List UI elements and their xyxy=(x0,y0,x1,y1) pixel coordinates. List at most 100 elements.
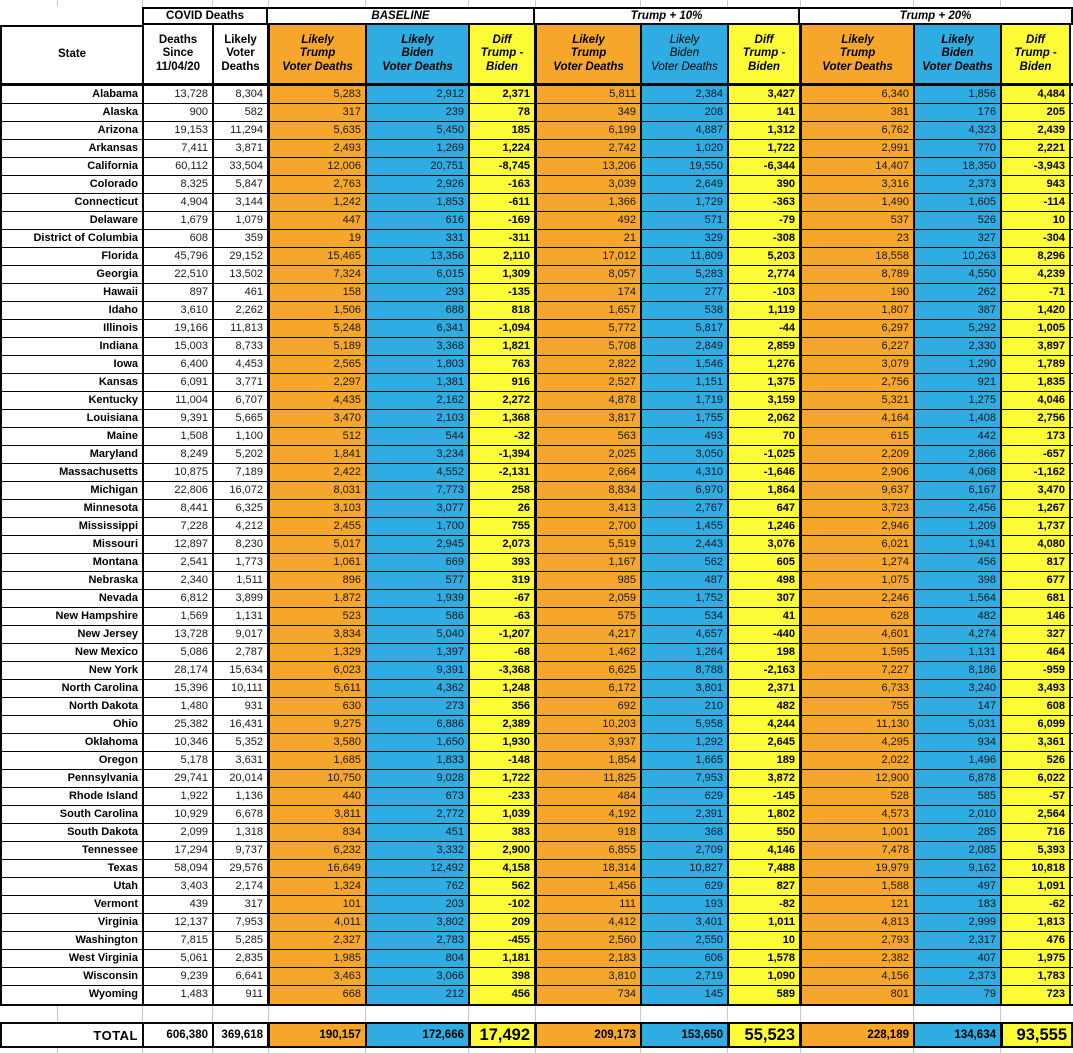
cell-plus20-trump-deaths[interactable]: 121 xyxy=(802,896,915,913)
cell-state[interactable]: District of Columbia xyxy=(2,230,144,247)
cell-baseline-trump-deaths[interactable]: 896 xyxy=(270,572,367,589)
cell-plus20-trump-deaths[interactable]: 1,595 xyxy=(802,644,915,661)
cell-baseline-trump-deaths[interactable]: 1,685 xyxy=(270,752,367,769)
cell-plus10-biden-deaths[interactable]: 1,719 xyxy=(642,392,729,409)
cell-baseline-biden-deaths[interactable]: 2,783 xyxy=(367,932,470,949)
cell-plus10-diff[interactable]: 2,371 xyxy=(729,680,802,697)
cell-likely-voter-deaths[interactable]: 5,847 xyxy=(214,176,270,193)
cell-plus20-trump-deaths[interactable]: 11,130 xyxy=(802,716,915,733)
cell-plus20-biden-deaths[interactable]: 2,999 xyxy=(915,914,1002,931)
cell-baseline-diff[interactable]: -611 xyxy=(470,194,537,211)
cell-deaths-since[interactable]: 5,061 xyxy=(144,950,214,967)
cell-plus10-diff[interactable]: 3,159 xyxy=(729,392,802,409)
cell-plus20-diff[interactable]: -71 xyxy=(1002,284,1071,301)
cell-plus10-trump-deaths[interactable]: 1,366 xyxy=(537,194,642,211)
cell-plus20-trump-deaths[interactable]: 6,297 xyxy=(802,320,915,337)
cell-plus10-diff[interactable]: 2,859 xyxy=(729,338,802,355)
cell-baseline-diff[interactable]: 456 xyxy=(470,986,537,1004)
header-plus10-diff[interactable]: Diff Trump - Biden xyxy=(729,25,802,83)
cell-plus10-trump-deaths[interactable]: 3,937 xyxy=(537,734,642,751)
cell-state[interactable]: Kentucky xyxy=(2,392,144,409)
cell-plus20-trump-deaths[interactable]: 2,382 xyxy=(802,950,915,967)
cell-likely-voter-deaths[interactable]: 6,678 xyxy=(214,806,270,823)
cell-baseline-trump-deaths[interactable]: 440 xyxy=(270,788,367,805)
cell-deaths-since[interactable]: 2,541 xyxy=(144,554,214,571)
total-deaths-since[interactable]: 606,380 xyxy=(144,1024,214,1046)
cell-deaths-since[interactable]: 10,929 xyxy=(144,806,214,823)
cell-plus20-diff[interactable]: 8,296 xyxy=(1002,248,1071,265)
cell-state[interactable]: Washington xyxy=(2,932,144,949)
cell-baseline-biden-deaths[interactable]: 2,912 xyxy=(367,86,470,103)
cell-likely-voter-deaths[interactable]: 16,072 xyxy=(214,482,270,499)
cell-state[interactable]: Michigan xyxy=(2,482,144,499)
cell-state[interactable]: Arizona xyxy=(2,122,144,139)
cell-deaths-since[interactable]: 9,391 xyxy=(144,410,214,427)
cell-likely-voter-deaths[interactable]: 5,665 xyxy=(214,410,270,427)
cell-baseline-biden-deaths[interactable]: 1,269 xyxy=(367,140,470,157)
cell-likely-voter-deaths[interactable]: 317 xyxy=(214,896,270,913)
cell-plus20-biden-deaths[interactable]: 387 xyxy=(915,302,1002,319)
cell-plus20-diff[interactable]: 1,091 xyxy=(1002,878,1071,895)
cell-baseline-trump-deaths[interactable]: 2,493 xyxy=(270,140,367,157)
cell-plus10-diff[interactable]: 198 xyxy=(729,644,802,661)
cell-baseline-diff[interactable]: 2,272 xyxy=(470,392,537,409)
cell-plus20-diff[interactable]: 5,393 xyxy=(1002,842,1071,859)
cell-plus20-diff[interactable]: 10,818 xyxy=(1002,860,1071,877)
cell-deaths-since[interactable]: 60,112 xyxy=(144,158,214,175)
total-plus20-trump[interactable]: 228,189 xyxy=(802,1024,915,1046)
cell-state[interactable]: Alabama xyxy=(2,86,144,103)
cell-baseline-diff[interactable]: 185 xyxy=(470,122,537,139)
cell-plus20-biden-deaths[interactable]: 482 xyxy=(915,608,1002,625)
cell-plus10-trump-deaths[interactable]: 18,314 xyxy=(537,860,642,877)
cell-plus20-trump-deaths[interactable]: 19,979 xyxy=(802,860,915,877)
cell-baseline-diff[interactable]: -233 xyxy=(470,788,537,805)
cell-likely-voter-deaths[interactable]: 359 xyxy=(214,230,270,247)
cell-baseline-trump-deaths[interactable]: 2,422 xyxy=(270,464,367,481)
cell-baseline-biden-deaths[interactable]: 1,939 xyxy=(367,590,470,607)
cell-plus20-biden-deaths[interactable]: 327 xyxy=(915,230,1002,247)
cell-plus10-diff[interactable]: 482 xyxy=(729,698,802,715)
cell-plus10-biden-deaths[interactable]: 2,443 xyxy=(642,536,729,553)
cell-baseline-biden-deaths[interactable]: 6,341 xyxy=(367,320,470,337)
cell-deaths-since[interactable]: 4,904 xyxy=(144,194,214,211)
cell-baseline-trump-deaths[interactable]: 512 xyxy=(270,428,367,445)
cell-plus10-biden-deaths[interactable]: 210 xyxy=(642,698,729,715)
cell-plus20-trump-deaths[interactable]: 6,733 xyxy=(802,680,915,697)
cell-state[interactable]: North Carolina xyxy=(2,680,144,697)
cell-deaths-since[interactable]: 13,728 xyxy=(144,86,214,103)
cell-baseline-biden-deaths[interactable]: 293 xyxy=(367,284,470,301)
cell-state[interactable]: Indiana xyxy=(2,338,144,355)
cell-baseline-trump-deaths[interactable]: 668 xyxy=(270,986,367,1004)
cell-plus10-trump-deaths[interactable]: 349 xyxy=(537,104,642,121)
cell-plus20-diff[interactable]: -57 xyxy=(1002,788,1071,805)
cell-likely-voter-deaths[interactable]: 29,576 xyxy=(214,860,270,877)
cell-plus10-biden-deaths[interactable]: 208 xyxy=(642,104,729,121)
cell-state[interactable]: Wyoming xyxy=(2,986,144,1004)
cell-plus10-diff[interactable]: -79 xyxy=(729,212,802,229)
cell-deaths-since[interactable]: 12,897 xyxy=(144,536,214,553)
cell-plus20-trump-deaths[interactable]: 1,807 xyxy=(802,302,915,319)
cell-plus10-diff[interactable]: 70 xyxy=(729,428,802,445)
cell-plus20-biden-deaths[interactable]: 1,131 xyxy=(915,644,1002,661)
cell-deaths-since[interactable]: 10,346 xyxy=(144,734,214,751)
cell-baseline-diff[interactable]: -1,394 xyxy=(470,446,537,463)
cell-plus10-diff[interactable]: 605 xyxy=(729,554,802,571)
cell-state[interactable]: Connecticut xyxy=(2,194,144,211)
cell-plus20-trump-deaths[interactable]: 2,991 xyxy=(802,140,915,157)
cell-baseline-diff[interactable]: 2,110 xyxy=(470,248,537,265)
cell-plus20-diff[interactable]: 6,099 xyxy=(1002,716,1071,733)
cell-plus10-trump-deaths[interactable]: 2,059 xyxy=(537,590,642,607)
cell-plus10-trump-deaths[interactable]: 1,456 xyxy=(537,878,642,895)
cell-plus20-biden-deaths[interactable]: 921 xyxy=(915,374,1002,391)
cell-likely-voter-deaths[interactable]: 11,294 xyxy=(214,122,270,139)
cell-deaths-since[interactable]: 15,396 xyxy=(144,680,214,697)
cell-plus20-trump-deaths[interactable]: 1,490 xyxy=(802,194,915,211)
cell-plus20-trump-deaths[interactable]: 2,209 xyxy=(802,446,915,463)
cell-state[interactable]: Georgia xyxy=(2,266,144,283)
cell-plus20-biden-deaths[interactable]: 934 xyxy=(915,734,1002,751)
cell-baseline-diff[interactable]: 1,368 xyxy=(470,410,537,427)
header-plus20-biden-deaths[interactable]: Likely Biden Voter Deaths xyxy=(915,25,1002,83)
cell-plus20-diff[interactable]: -3,943 xyxy=(1002,158,1071,175)
cell-deaths-since[interactable]: 1,480 xyxy=(144,698,214,715)
cell-baseline-trump-deaths[interactable]: 15,465 xyxy=(270,248,367,265)
